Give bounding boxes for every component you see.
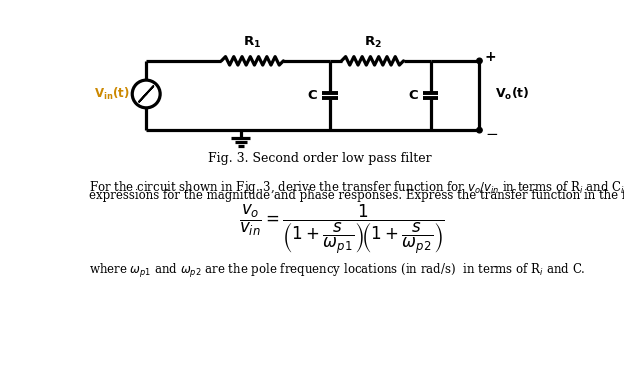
Text: expressions for the magnitude and phase responses. Express the transfer function: expressions for the magnitude and phase … bbox=[89, 189, 624, 202]
Text: $\mathbf{R_2}$: $\mathbf{R_2}$ bbox=[364, 35, 381, 50]
Text: For the circuit shown in Fig. 3, derive the transfer function for $v_o/v_{in}$ i: For the circuit shown in Fig. 3, derive … bbox=[89, 179, 624, 196]
Text: $\mathbf{C}$: $\mathbf{C}$ bbox=[408, 89, 419, 102]
Text: where $\omega_{p1}$ and $\omega_{p2}$ are the pole frequency locations (in rad/s: where $\omega_{p1}$ and $\omega_{p2}$ ar… bbox=[89, 262, 585, 280]
Text: $\dfrac{v_o}{v_{in}} = \dfrac{1}{\left(1+\dfrac{s}{\omega_{p1}}\right)\!\left(1+: $\dfrac{v_o}{v_{in}} = \dfrac{1}{\left(1… bbox=[238, 202, 444, 255]
Text: $\mathbf{R_1}$: $\mathbf{R_1}$ bbox=[243, 35, 261, 50]
Text: $\mathbf{V_o(t)}$: $\mathbf{V_o(t)}$ bbox=[495, 86, 530, 102]
Circle shape bbox=[477, 127, 482, 133]
Text: +: + bbox=[485, 50, 497, 64]
Text: Fig. 3. Second order low pass filter: Fig. 3. Second order low pass filter bbox=[208, 152, 432, 165]
Circle shape bbox=[477, 58, 482, 64]
Text: $-$: $-$ bbox=[485, 125, 498, 140]
Text: $\mathbf{C}$: $\mathbf{C}$ bbox=[308, 89, 318, 102]
Text: $\mathbf{V_{in}(t)}$: $\mathbf{V_{in}(t)}$ bbox=[94, 86, 129, 102]
